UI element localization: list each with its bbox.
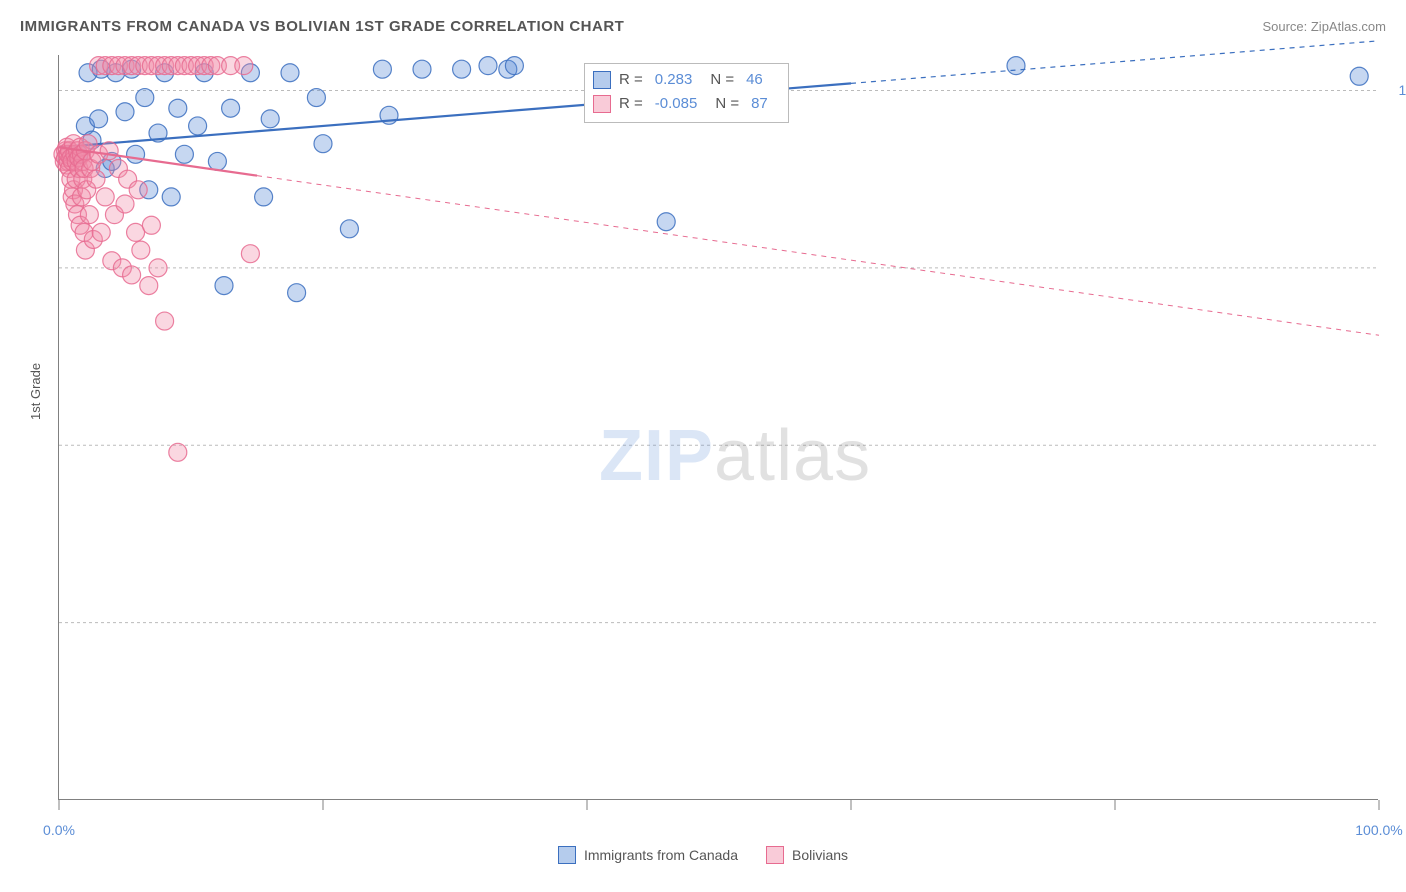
swatch-pink-icon — [593, 95, 611, 113]
x-tick-label: 100.0% — [1355, 822, 1402, 838]
n-value-canada: 46 — [746, 68, 763, 92]
chart-source: Source: ZipAtlas.com — [1262, 19, 1386, 34]
r-value-bolivia: -0.085 — [655, 92, 698, 116]
legend-swatch-blue-icon — [558, 846, 576, 864]
chart-title: IMMIGRANTS FROM CANADA VS BOLIVIAN 1ST G… — [20, 18, 624, 35]
plot-area: R = 0.283 N = 46 R = -0.085 N = 87 ZIPat… — [58, 55, 1378, 800]
legend-swatch-pink-icon — [766, 846, 784, 864]
r-label-2: R = — [619, 92, 643, 116]
y-tick-label: 100.0% — [1399, 82, 1406, 98]
legend-item-canada: Immigrants from Canada — [558, 846, 738, 864]
n-value-bolivia: 87 — [751, 92, 768, 116]
n-label: N = — [710, 68, 734, 92]
source-prefix: Source: — [1262, 19, 1310, 34]
chart-header: IMMIGRANTS FROM CANADA VS BOLIVIAN 1ST G… — [20, 18, 1386, 35]
r-value-canada: 0.283 — [655, 68, 693, 92]
x-tick-label: 0.0% — [43, 822, 75, 838]
legend-item-bolivia: Bolivians — [766, 846, 848, 864]
y-axis-title: 1st Grade — [28, 363, 43, 420]
swatch-blue-icon — [593, 71, 611, 89]
legend-label-canada: Immigrants from Canada — [584, 847, 738, 863]
n-label-2: N = — [715, 92, 739, 116]
r-label: R = — [619, 68, 643, 92]
stats-row-bolivia: R = -0.085 N = 87 — [593, 92, 778, 116]
plot-svg — [59, 55, 1378, 799]
stats-box: R = 0.283 N = 46 R = -0.085 N = 87 — [584, 63, 789, 123]
stats-row-canada: R = 0.283 N = 46 — [593, 68, 778, 92]
bottom-legend: Immigrants from Canada Bolivians — [0, 846, 1406, 864]
source-name: ZipAtlas.com — [1311, 19, 1386, 34]
legend-label-bolivia: Bolivians — [792, 847, 848, 863]
